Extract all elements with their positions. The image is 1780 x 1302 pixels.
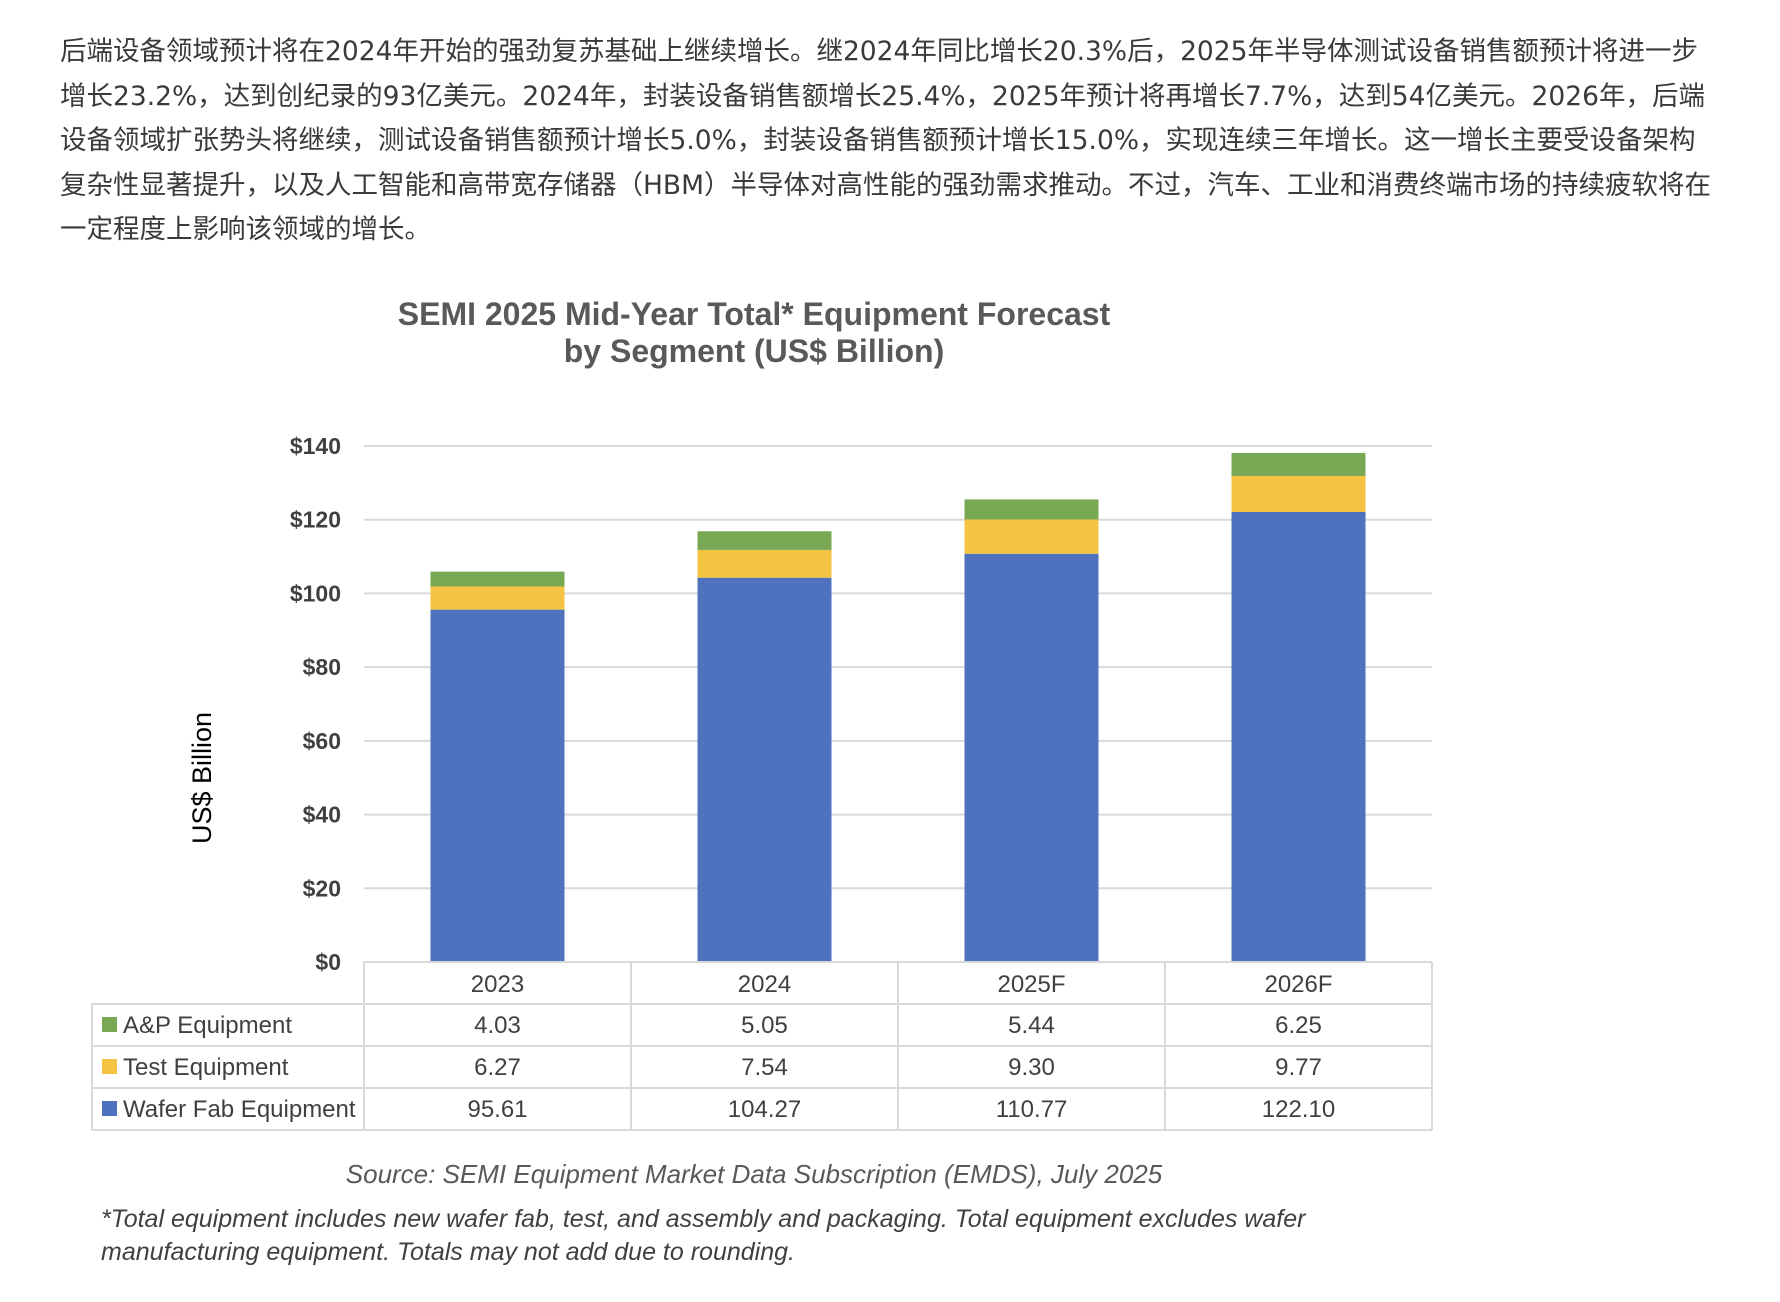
bar-segment xyxy=(964,519,1099,554)
data-label: 122.10 xyxy=(1262,1096,1335,1123)
bar-segment xyxy=(964,499,1099,520)
data-label: 9.30 xyxy=(1008,1054,1055,1081)
y-tick-label: $0 xyxy=(315,949,341,975)
chart-source: Source: SEMI Equipment Market Data Subsc… xyxy=(346,1159,1163,1189)
bar-segment xyxy=(1231,475,1366,512)
y-tick-label: $80 xyxy=(303,654,341,680)
data-label: 9.77 xyxy=(1275,1054,1322,1081)
data-label: 95.61 xyxy=(467,1096,527,1123)
y-tick-label: $60 xyxy=(303,728,341,754)
legend-swatch xyxy=(102,1059,117,1074)
data-label: 6.25 xyxy=(1275,1012,1322,1039)
bar-segment xyxy=(430,586,565,610)
bar-segment xyxy=(697,531,832,550)
y-tick-label: $100 xyxy=(290,580,341,606)
legend-label: Wafer Fab Equipment xyxy=(123,1096,356,1123)
article-paragraph: 后端设备领域预计将在2024年开始的强劲复苏基础上继续增长。继2024年同比增长… xyxy=(60,36,1711,245)
data-table: 2023 2024 2025F 2026F A&P Equipment 4.03 5.05 5… xyxy=(91,961,1433,1131)
data-label: 5.44 xyxy=(1008,1012,1055,1039)
x-tick-label: 2025F xyxy=(997,971,1065,998)
bar-stacks xyxy=(430,452,1366,962)
y-tick-label: $20 xyxy=(303,875,341,901)
bar-segment xyxy=(430,571,565,587)
bar-segment xyxy=(964,553,1099,962)
legend-label: Test Equipment xyxy=(123,1054,289,1081)
data-label: 4.03 xyxy=(474,1012,521,1039)
data-label: 7.54 xyxy=(741,1054,788,1081)
legend-label: A&P Equipment xyxy=(123,1012,292,1039)
bar-segment xyxy=(697,549,832,578)
data-label: 6.27 xyxy=(474,1054,521,1081)
legend-swatch xyxy=(102,1101,117,1116)
x-tick-label: 2024 xyxy=(738,971,791,998)
x-tick-label: 2026F xyxy=(1264,971,1332,998)
data-label: 104.27 xyxy=(728,1096,801,1123)
x-tick-label: 2023 xyxy=(471,971,524,998)
y-tick-label: $120 xyxy=(290,507,341,533)
y-tick-label: $40 xyxy=(303,802,341,828)
y-tick-label: $140 xyxy=(290,433,341,459)
bar-segment xyxy=(1231,511,1366,962)
legend-swatch xyxy=(102,1017,117,1032)
chart-footnote-line-2: manufacturing equipment. Totals may not … xyxy=(101,1238,795,1266)
chart-title-line-2: by Segment (US$ Billion) xyxy=(564,333,944,369)
y-axis-ticks: $0 $20 $40 $60 $80 $100 $120 $140 xyxy=(290,433,341,975)
data-label: 5.05 xyxy=(741,1012,788,1039)
data-label: 110.77 xyxy=(996,1096,1068,1123)
chart-footnote-line-1: *Total equipment includes new wafer fab,… xyxy=(101,1205,1307,1233)
chart-title-line-1: SEMI 2025 Mid-Year Total* Equipment Fore… xyxy=(398,296,1111,332)
bar-segment xyxy=(1231,452,1366,476)
bar-segment xyxy=(430,609,565,962)
bar-segment xyxy=(697,577,832,962)
y-axis-label: US$ Billion xyxy=(187,712,217,844)
